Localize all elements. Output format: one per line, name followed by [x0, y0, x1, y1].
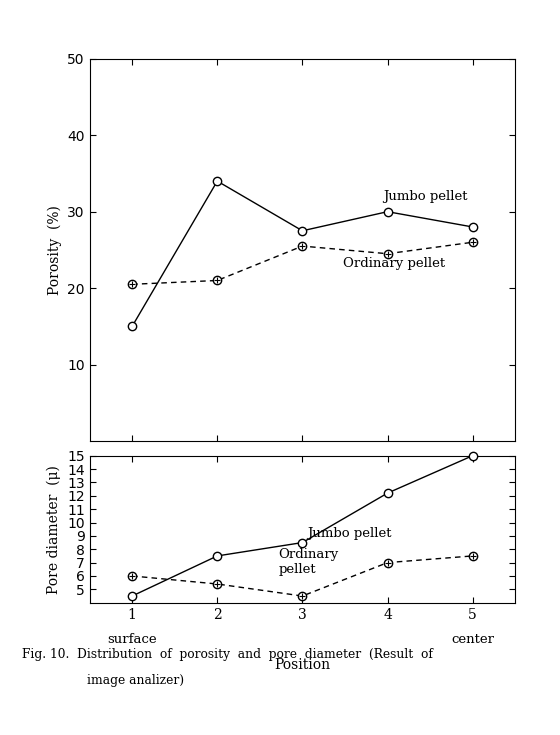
Text: image analizer): image analizer) [87, 673, 184, 686]
Text: Jumbo pellet: Jumbo pellet [307, 527, 391, 540]
Text: Jumbo pellet: Jumbo pellet [383, 190, 468, 203]
Text: Ordinary pellet: Ordinary pellet [343, 257, 445, 270]
Text: Fig. 10.  Distribution  of  porosity  and  pore  diameter  (Result  of: Fig. 10. Distribution of porosity and po… [22, 648, 433, 661]
Y-axis label: Pore diameter  (μ): Pore diameter (μ) [47, 465, 62, 594]
Text: center: center [451, 634, 494, 646]
X-axis label: Position: Position [274, 658, 330, 672]
Y-axis label: Porosity  (%): Porosity (%) [47, 205, 62, 295]
Text: Ordinary
pellet: Ordinary pellet [278, 548, 339, 576]
Text: surface: surface [108, 634, 157, 646]
